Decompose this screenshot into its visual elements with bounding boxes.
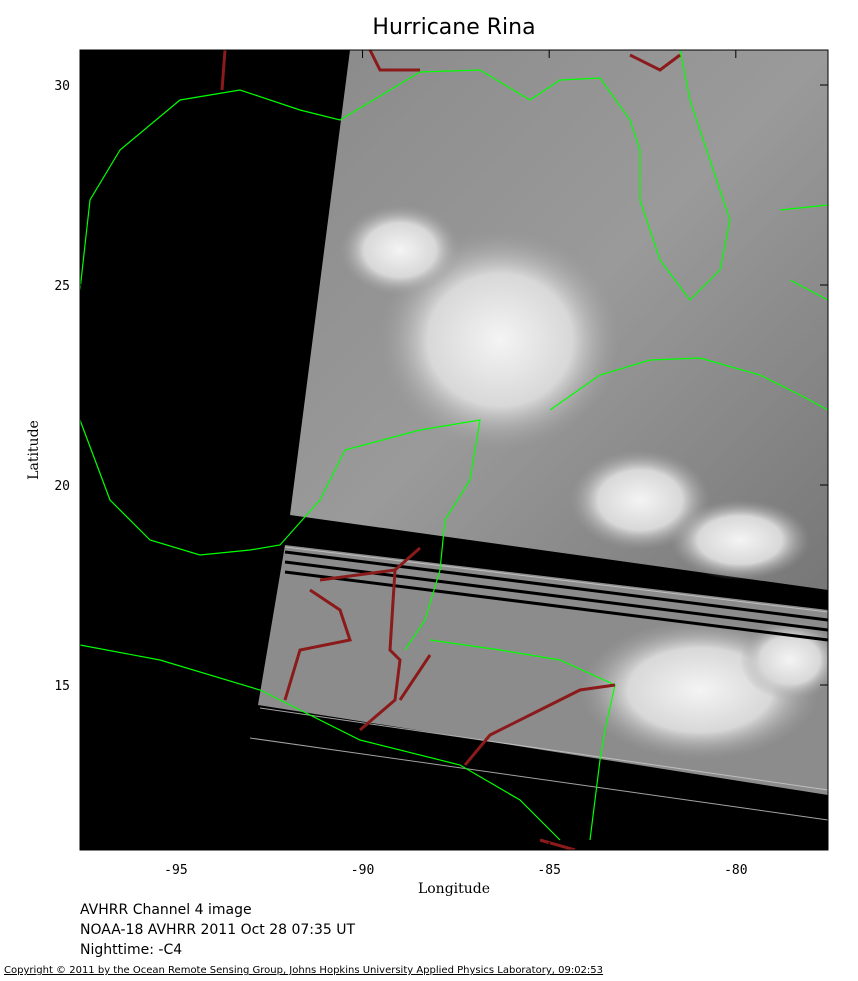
y-tick-label: 15	[54, 679, 70, 694]
copyright: Copyright © 2011 by the Ocean Remote Sen…	[4, 965, 604, 976]
caption-line: AVHRR Channel 4 image	[80, 902, 252, 918]
x-tick-label: -90	[351, 863, 374, 878]
x-tick-label: -95	[164, 863, 187, 878]
y-tick-label: 30	[54, 79, 70, 94]
plot-frame	[79, 49, 829, 851]
y-tick-label: 20	[54, 479, 70, 494]
x-axis-label: Longitude	[418, 881, 490, 897]
x-tick-label: -85	[537, 863, 560, 878]
y-axis-label: Latitude	[26, 420, 42, 480]
map-title: Hurricane Rina	[372, 15, 535, 40]
imagery	[80, 50, 828, 850]
x-tick-label: -80	[724, 863, 747, 878]
map-figure: Hurricane Rina	[26, 15, 829, 897]
caption-line: Nighttime: -C4	[80, 942, 183, 958]
caption-line: NOAA-18 AVHRR 2011 Oct 28 07:35 UT	[80, 922, 356, 938]
y-tick-label: 25	[54, 279, 70, 294]
